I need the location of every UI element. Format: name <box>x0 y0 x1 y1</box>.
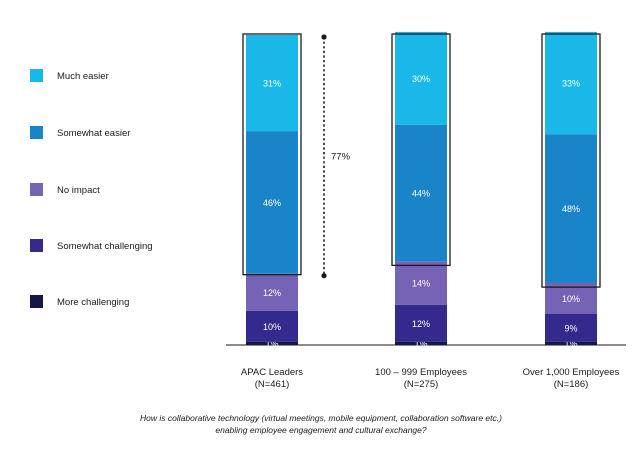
bar-somewhat-challenging-3 <box>545 314 597 342</box>
legend-swatch-somewhat-challenging <box>30 239 43 252</box>
legend-swatch-somewhat-easier <box>30 126 43 139</box>
data-label-more-challenging-1: 1% <box>265 339 278 349</box>
legend-label-somewhat-easier: Somewhat easier <box>57 128 130 139</box>
legend-label-somewhat-challenging: Somewhat challenging <box>57 241 153 252</box>
bar-more-challenging-3 <box>545 341 597 345</box>
legend-swatch-no-impact <box>30 183 43 196</box>
category-sublabel-3: (N=186) <box>554 379 589 390</box>
data-label-somewhat-challenging-2: 12% <box>412 319 430 329</box>
legend-label-no-impact: No impact <box>57 185 100 196</box>
bar-more-challenging-1 <box>246 341 298 345</box>
easier-outline-3 <box>541 33 601 288</box>
bar-no-impact-1 <box>246 273 298 311</box>
data-label-somewhat-easier-2: 44% <box>412 189 430 199</box>
data-label-more-challenging-2: 1% <box>414 339 427 349</box>
highlight-bracket-top-dot <box>321 34 327 40</box>
category-label-2: 100 – 999 Employees <box>375 367 467 378</box>
bar-somewhat-easier-3 <box>545 134 597 283</box>
data-label-no-impact-3: 10% <box>562 294 580 304</box>
data-label-more-challenging-3: 1% <box>564 339 577 349</box>
highlight-label: 77% <box>331 151 351 162</box>
highlight-bracket-bottom-dot <box>321 273 327 279</box>
data-label-somewhat-easier-1: 46% <box>263 198 281 208</box>
legend-swatch-more-challenging <box>30 295 43 308</box>
category-sublabel-1: (N=461) <box>255 379 290 390</box>
data-label-no-impact-2: 14% <box>412 279 430 289</box>
bar-much-easier-3 <box>545 31 597 135</box>
legend-label-more-challenging: More challenging <box>57 297 129 308</box>
easier-outline-2 <box>391 33 451 267</box>
legend-swatch-much-easier <box>30 69 43 82</box>
legend-label-much-easier: Much easier <box>57 71 109 82</box>
bar-somewhat-easier-1 <box>246 131 298 274</box>
bar-much-easier-2 <box>395 31 447 125</box>
data-label-much-easier-2: 30% <box>412 74 430 84</box>
bar-somewhat-challenging-1 <box>246 310 298 342</box>
category-label-1: APAC Leaders <box>241 367 303 378</box>
bar-no-impact-3 <box>545 283 597 314</box>
caption-line-2: enabling employee engagement and cultura… <box>215 425 427 435</box>
easier-outline-1 <box>242 33 302 276</box>
data-label-somewhat-easier-3: 48% <box>562 204 580 214</box>
bar-more-challenging-2 <box>395 341 447 345</box>
data-label-no-impact-1: 12% <box>263 288 281 298</box>
caption-line-1: How is collaborative technology (virtual… <box>140 413 502 423</box>
data-label-somewhat-challenging-3: 9% <box>564 323 577 333</box>
bar-no-impact-2 <box>395 261 447 305</box>
data-label-somewhat-challenging-1: 10% <box>263 322 281 332</box>
bar-somewhat-challenging-2 <box>395 304 447 342</box>
data-label-much-easier-1: 31% <box>263 79 281 89</box>
bar-somewhat-easier-2 <box>395 124 447 262</box>
category-label-3: Over 1,000 Employees <box>523 367 620 378</box>
data-label-much-easier-3: 33% <box>562 79 580 89</box>
bar-much-easier-1 <box>246 35 298 132</box>
category-sublabel-2: (N=275) <box>404 379 439 390</box>
chart-caption: How is collaborative technology (virtual… <box>0 412 642 436</box>
